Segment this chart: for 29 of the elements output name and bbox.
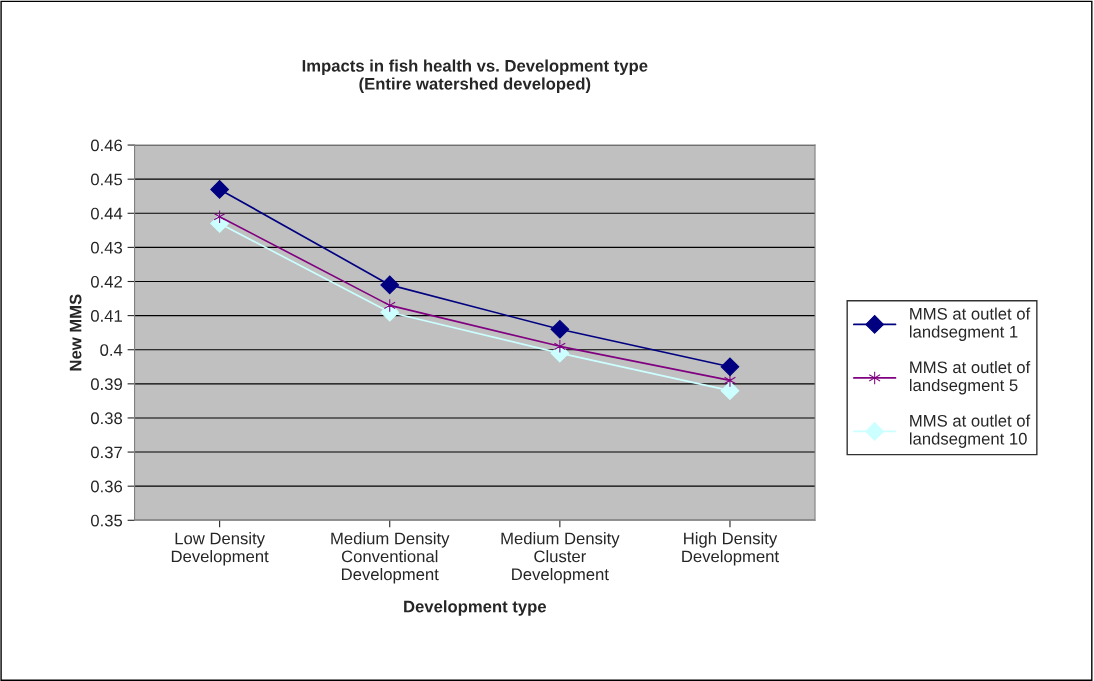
point bbox=[383, 298, 396, 313]
point bbox=[550, 319, 570, 339]
y-axis-title: New MMS bbox=[69, 294, 82, 371]
y-tick-label: 0.37 bbox=[90, 446, 122, 459]
legend-label: MMS at outlet of landsegment 1 bbox=[909, 307, 1031, 341]
point bbox=[213, 209, 226, 224]
legend-label: MMS at outlet of landsegment 5 bbox=[909, 360, 1031, 395]
y-tick-label: 0.35 bbox=[90, 514, 123, 527]
x-tick-label: Medium Density Cluster Development bbox=[501, 532, 620, 584]
point bbox=[380, 275, 400, 295]
y-tick-label: 0.4 bbox=[100, 344, 123, 356]
point bbox=[210, 180, 229, 199]
x-axis-title: Development type bbox=[404, 600, 547, 616]
point bbox=[720, 381, 740, 401]
x-tick-label: Medium Density Conventional Development bbox=[331, 532, 450, 584]
y-tick-label: 0.42 bbox=[90, 275, 122, 288]
y-tick-label: 0.39 bbox=[90, 378, 122, 391]
y-tick-label: 0.45 bbox=[90, 173, 123, 186]
y-tick-label: 0.44 bbox=[90, 207, 123, 220]
y-tick-label: 0.41 bbox=[90, 310, 122, 322]
x-tick-label: Low Density Development bbox=[171, 532, 269, 566]
y-tick-label: 0.36 bbox=[90, 480, 123, 493]
y-tick-label: 0.43 bbox=[90, 241, 123, 254]
point bbox=[720, 357, 740, 377]
legend-label: MMS at outlet of landsegment 10 bbox=[909, 414, 1031, 448]
y-tick-label: 0.38 bbox=[90, 412, 123, 425]
chart-title: Impacts in fish health vs. Development type (Entire watershed developed) bbox=[302, 59, 648, 93]
x-tick-label: High Density Development bbox=[682, 532, 779, 566]
y-tick-label: 0.46 bbox=[90, 139, 123, 152]
